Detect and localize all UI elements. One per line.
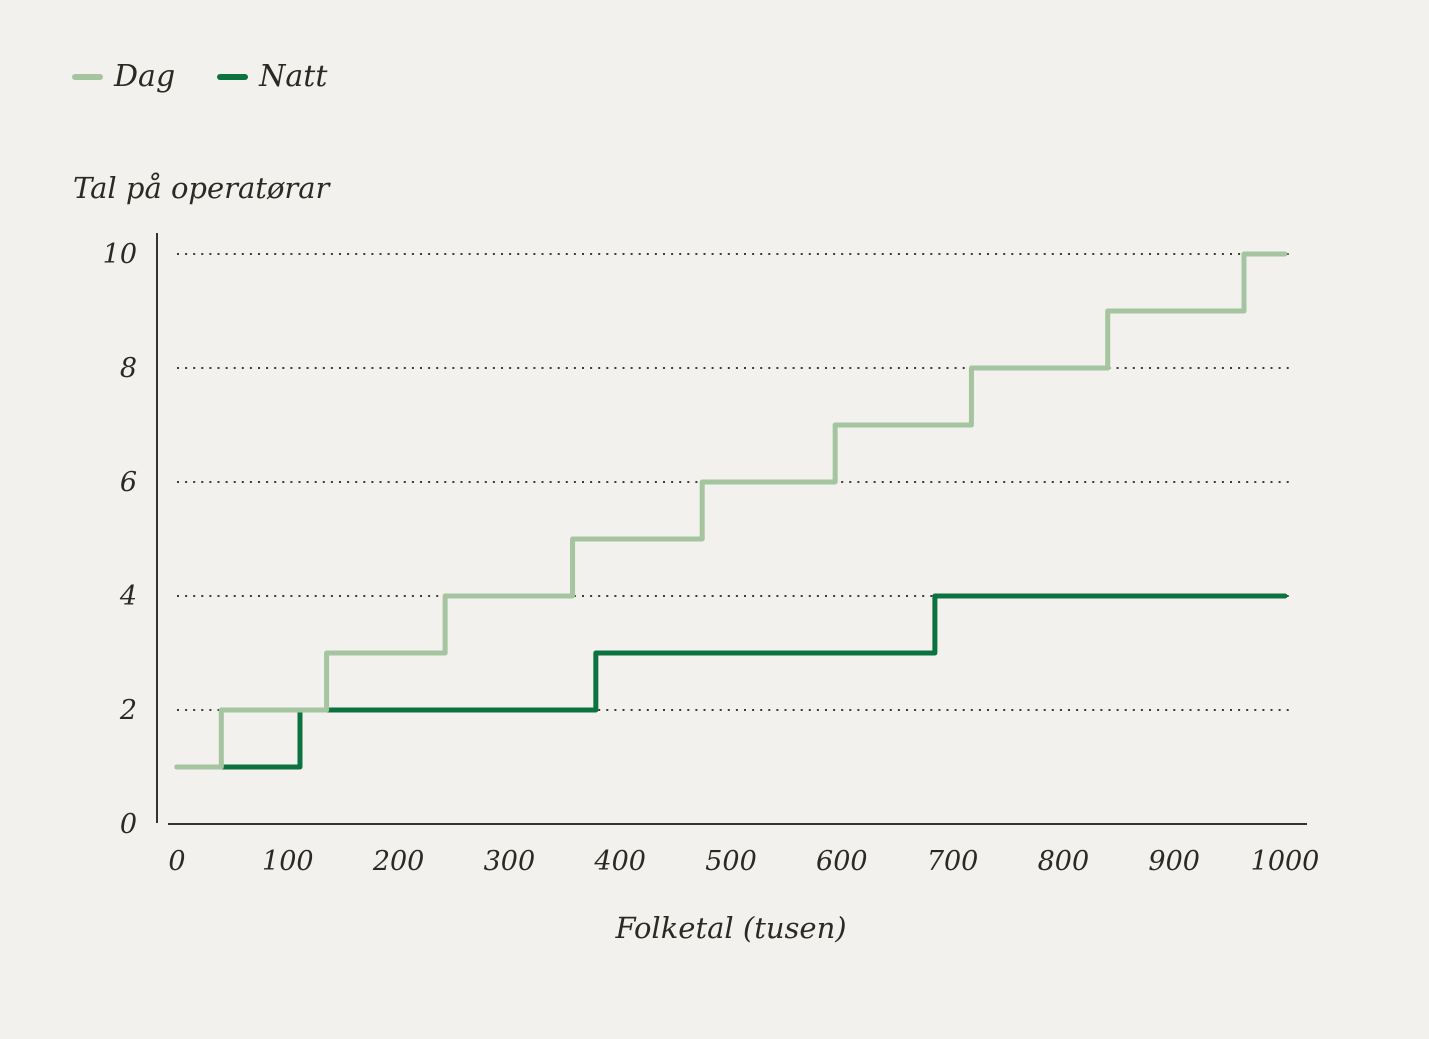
dag-legend-label: Dag [114,59,176,94]
x-tick-label-500: 500 [705,846,757,877]
legend-item-natt: Natt [217,59,327,95]
y-axis-title: Tal på operatørar [73,171,330,205]
x-tick-label-100: 100 [262,846,314,877]
x-tick-label-400: 400 [593,846,646,877]
legend-item-dag: Dag [72,59,175,95]
x-tick-label-300: 300 [484,846,536,877]
x-tick-label-600: 600 [816,846,868,877]
y-tick-label-8: 8 [120,353,137,384]
x-tick-label-200: 200 [372,846,425,877]
x-tick-label-900: 900 [1148,846,1200,877]
series-line-natt [174,593,1288,770]
x-axis-title: Folketal (tusen) [615,911,847,945]
series-line-dag [174,251,1288,770]
y-tick-label-10: 10 [103,239,137,270]
y-tick-label-6: 6 [120,467,137,498]
natt-swatch [217,74,249,80]
x-tick-label-700: 700 [927,846,979,877]
x-tick-label-1000: 1000 [1251,846,1320,877]
natt-legend-label: Natt [259,59,328,94]
x-tick-label-0: 0 [168,846,185,877]
legend: Dag Natt [72,59,327,95]
y-tick-label-0: 0 [120,809,137,840]
x-tick-label-800: 800 [1038,846,1090,877]
y-tick-label-4: 4 [119,581,137,612]
dag-swatch [72,74,103,80]
y-tick-label-2: 2 [119,695,137,726]
